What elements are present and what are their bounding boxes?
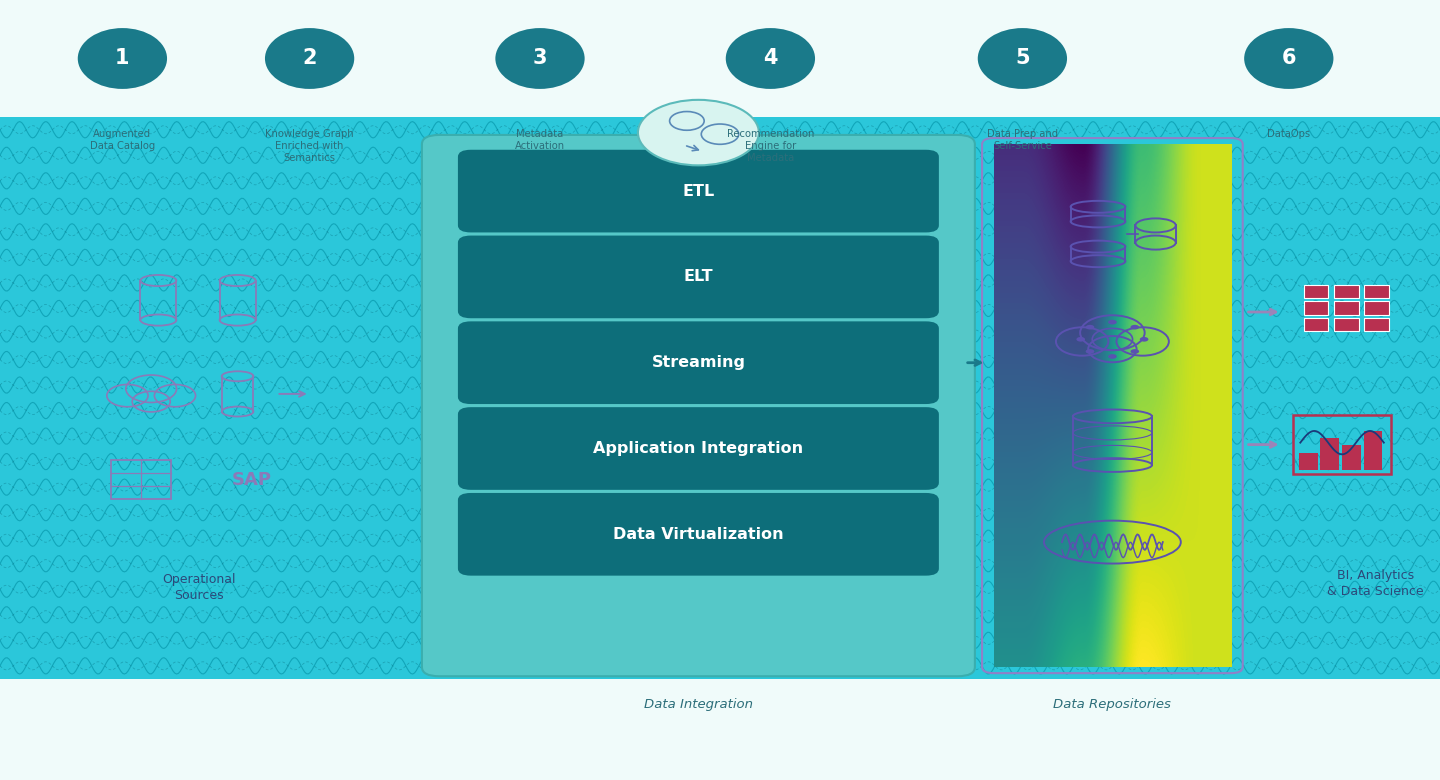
Ellipse shape [1244,28,1333,89]
FancyBboxPatch shape [1299,452,1318,470]
Circle shape [1086,324,1094,329]
Circle shape [1130,349,1139,354]
Ellipse shape [978,28,1067,89]
FancyBboxPatch shape [458,321,939,404]
Text: 2: 2 [302,48,317,69]
Ellipse shape [265,28,354,89]
FancyBboxPatch shape [1342,445,1361,470]
Text: SAP: SAP [232,470,272,489]
Ellipse shape [726,28,815,89]
Text: Knowledge Graph
Enriched with
Semantics: Knowledge Graph Enriched with Semantics [265,129,354,163]
Text: 1: 1 [115,48,130,69]
Text: Application Integration: Application Integration [593,441,804,456]
Text: Metadata
Activation: Metadata Activation [516,129,564,151]
Circle shape [1109,354,1116,359]
Text: Data Virtualization: Data Virtualization [613,526,783,542]
Text: Streaming: Streaming [651,355,746,370]
Text: 6: 6 [1282,48,1296,69]
Ellipse shape [495,28,585,89]
Text: Augmented
Data Catalog: Augmented Data Catalog [89,129,156,151]
Text: Operational
Sources: Operational Sources [161,573,236,602]
FancyBboxPatch shape [1365,318,1390,331]
FancyBboxPatch shape [1335,318,1359,331]
Text: Data Repositories: Data Repositories [1054,698,1171,711]
Circle shape [1086,349,1094,354]
Text: Recommendation
Engine for
Metadata: Recommendation Engine for Metadata [727,129,814,163]
FancyBboxPatch shape [1305,301,1329,314]
Text: 3: 3 [533,48,547,69]
Ellipse shape [78,28,167,89]
Text: BI, Analytics
& Data Science: BI, Analytics & Data Science [1326,569,1424,598]
Text: ELT: ELT [684,269,713,285]
Circle shape [1140,337,1149,342]
Text: ETL: ETL [683,183,714,199]
Circle shape [1109,320,1116,324]
FancyBboxPatch shape [1364,431,1382,470]
Circle shape [638,100,759,165]
FancyBboxPatch shape [458,407,939,490]
Text: DataOps: DataOps [1267,129,1310,139]
FancyBboxPatch shape [422,135,975,676]
Text: Data Prep and
Self-Service: Data Prep and Self-Service [986,129,1058,151]
FancyBboxPatch shape [1365,301,1390,314]
Text: 5: 5 [1015,48,1030,69]
FancyBboxPatch shape [1335,285,1359,298]
FancyBboxPatch shape [1365,285,1390,298]
Text: Data Integration: Data Integration [644,698,753,711]
FancyBboxPatch shape [458,150,939,232]
FancyBboxPatch shape [1335,301,1359,314]
FancyBboxPatch shape [1305,285,1329,298]
Text: 4: 4 [763,48,778,69]
Circle shape [1130,324,1139,329]
FancyBboxPatch shape [458,493,939,576]
FancyBboxPatch shape [1320,438,1339,470]
FancyBboxPatch shape [0,117,1440,679]
Circle shape [1077,337,1086,342]
FancyBboxPatch shape [1305,318,1329,331]
FancyBboxPatch shape [458,236,939,318]
